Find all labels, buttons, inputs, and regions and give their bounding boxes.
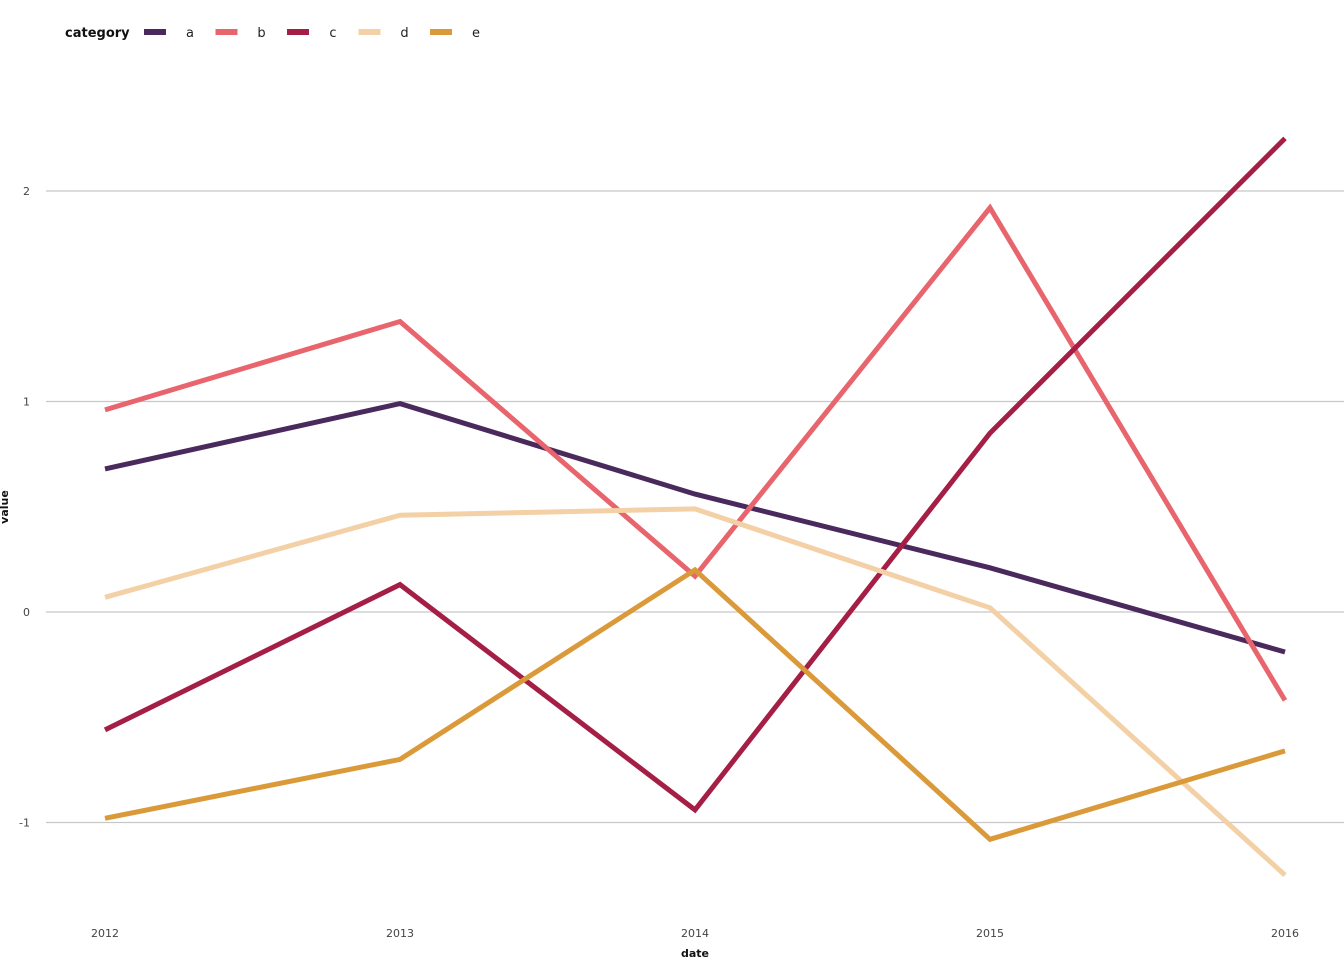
series-line-a: [104, 401, 1286, 655]
x-tick-label: 2016: [1271, 927, 1299, 940]
x-tick-label: 2015: [976, 927, 1004, 940]
legend-label-e: e: [472, 26, 480, 41]
series-lines: [103, 136, 1288, 877]
y-tick-label: 1: [23, 396, 30, 409]
x-tick-label: 2012: [91, 927, 119, 940]
legend-label-b: b: [257, 26, 265, 41]
x-tick-label: 2013: [386, 927, 414, 940]
legend-label-d: d: [400, 26, 408, 41]
series-line-e: [104, 566, 1286, 843]
y-tick-label: 0: [23, 606, 30, 619]
gridlines: [46, 190, 1344, 824]
y-axis-ticks: -1 0 1 2: [19, 185, 30, 830]
legend-label-a: a: [186, 26, 194, 41]
legend-title: category: [65, 26, 130, 41]
series-line-b: [104, 203, 1288, 702]
series-line-c: [103, 136, 1287, 814]
legend-label-c: c: [329, 26, 336, 41]
y-axis-title: value: [0, 490, 11, 524]
y-tick-label: -1: [19, 817, 30, 830]
y-tick-label: 2: [23, 185, 30, 198]
x-tick-label: 2014: [681, 927, 709, 940]
x-axis-ticks: 2012 2013 2014 2015 2016: [91, 927, 1299, 940]
series-line-d: [104, 506, 1287, 877]
x-axis-title: date: [681, 947, 709, 960]
legend: category a b c d e: [65, 26, 480, 41]
